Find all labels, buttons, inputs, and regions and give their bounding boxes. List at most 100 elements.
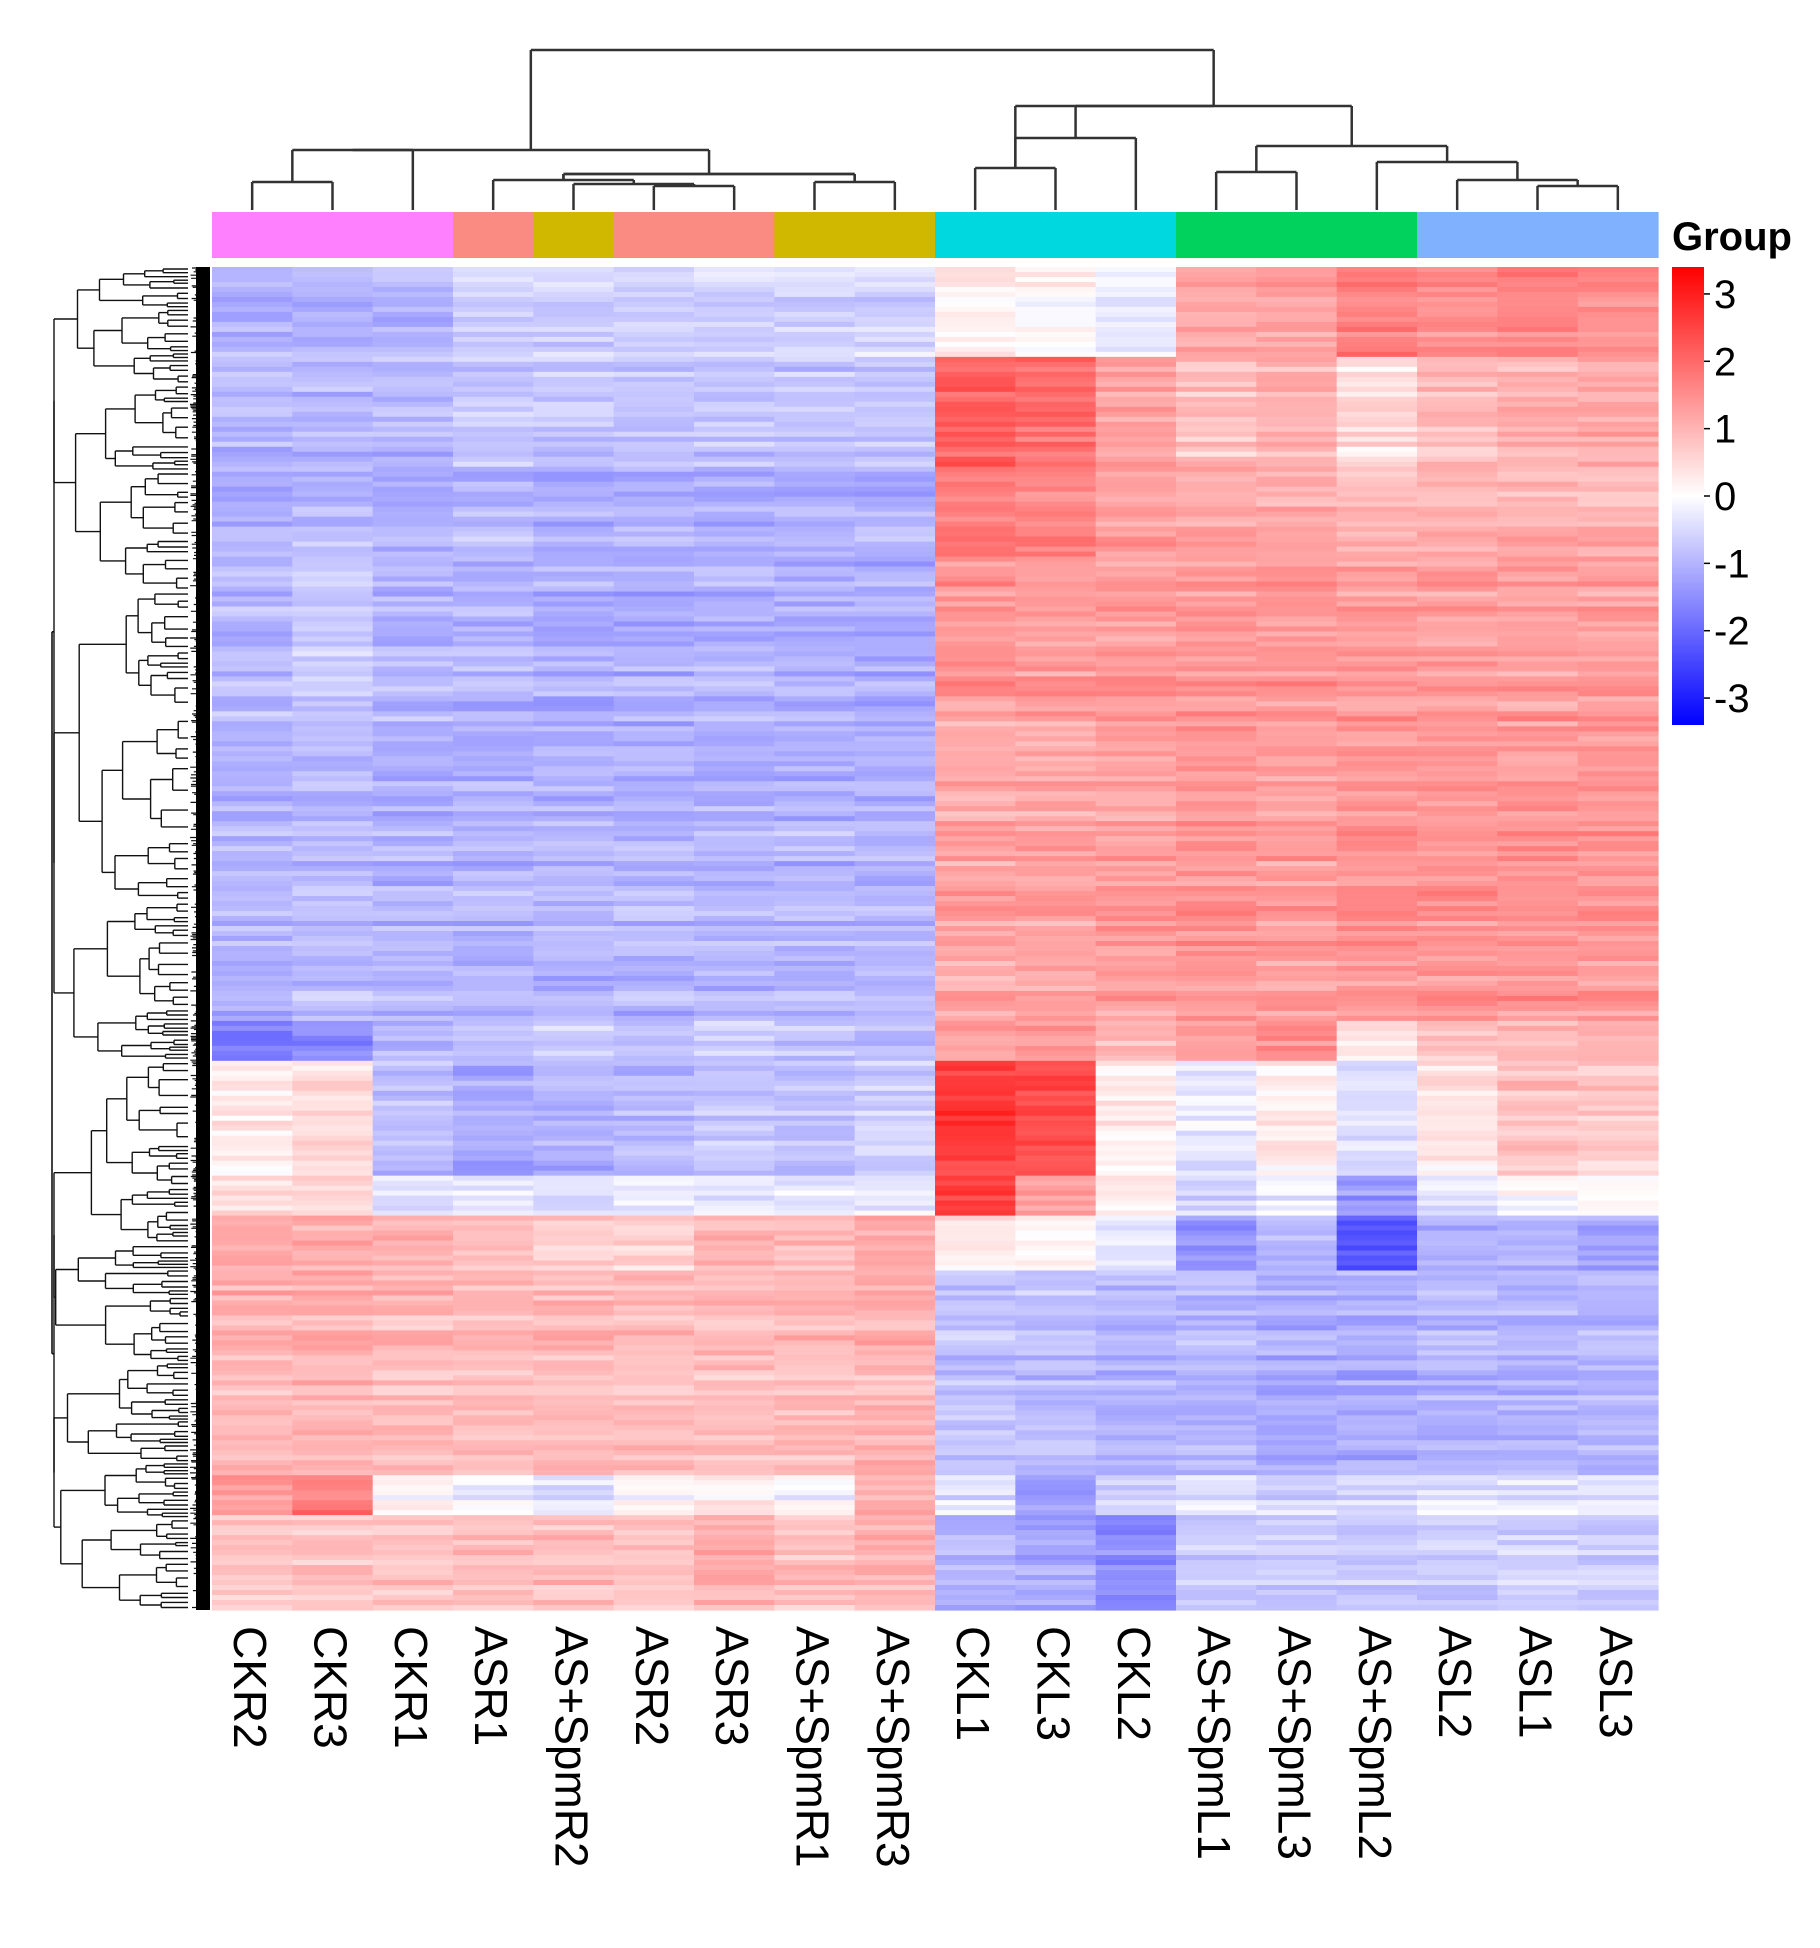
heatmap-cell: [1256, 1200, 1338, 1207]
heatmap-cell: [774, 791, 856, 797]
heatmap-cell: [212, 1035, 293, 1042]
heatmap-cell: [453, 881, 534, 887]
heatmap-cell: [1015, 1110, 1097, 1117]
heatmap-cell: [854, 336, 936, 343]
heatmap-cell: [453, 1080, 534, 1087]
heatmap-cell: [1015, 551, 1097, 558]
heatmap-cell: [372, 990, 454, 997]
heatmap-cell: [694, 586, 775, 593]
heatmap-cell: [292, 267, 374, 273]
heatmap-cell: [453, 321, 534, 328]
heatmap-cell: [1336, 346, 1418, 353]
heatmap-cell: [1015, 911, 1097, 917]
heatmap-cell: [613, 531, 695, 538]
heatmap-cell: [694, 791, 775, 797]
heatmap-cell: [1577, 476, 1659, 483]
heatmap-cell: [453, 626, 534, 633]
heatmap-cell: [533, 995, 615, 1002]
heatmap-cell: [372, 931, 454, 937]
heatmap-cell: [613, 361, 695, 368]
heatmap-cell: [774, 556, 856, 563]
heatmap-cell: [1417, 361, 1498, 368]
heatmap-cell: [533, 501, 615, 508]
heatmap-cell: [372, 771, 454, 777]
heatmap-cell: [1095, 701, 1177, 707]
heatmap-cell: [453, 1005, 534, 1012]
heatmap-cell: [1176, 481, 1257, 488]
heatmap-cell: [1497, 391, 1579, 398]
heatmap-cell: [1497, 856, 1579, 862]
heatmap-cell: [774, 786, 856, 792]
heatmap-cell: [212, 965, 293, 972]
heatmap-cell: [1095, 561, 1177, 568]
heatmap-cell: [1095, 960, 1177, 967]
heatmap-cell: [372, 1010, 454, 1017]
heatmap-cell: [533, 1205, 615, 1212]
heatmap-cell: [854, 941, 936, 947]
heatmap-cell: [1577, 1180, 1659, 1187]
heatmap-cell: [854, 1000, 936, 1007]
heatmap-cell: [774, 1050, 856, 1057]
heatmap-cell: [1577, 631, 1659, 638]
heatmap-cell: [774, 401, 856, 408]
heatmap-cell: [1577, 1015, 1659, 1022]
heatmap-cell: [854, 1020, 936, 1027]
heatmap-cell: [372, 861, 454, 867]
heatmap-cell: [613, 1050, 695, 1057]
heatmap-cell: [212, 346, 293, 353]
heatmap-cell: [1417, 921, 1498, 927]
heatmap-cell: [453, 1210, 534, 1217]
heatmap-cell: [694, 1155, 775, 1162]
heatmap-cell: [372, 546, 454, 553]
heatmap-cell: [694, 356, 775, 363]
heatmap-cell: [1497, 711, 1579, 717]
heatmap-cell: [935, 571, 1016, 578]
heatmap-cell: [292, 761, 374, 767]
heatmap-cell: [533, 441, 615, 448]
heatmap-cell: [292, 1130, 374, 1137]
heatmap-cell: [1497, 1015, 1579, 1022]
heatmap-cell: [1015, 471, 1097, 478]
heatmap-cell: [1336, 1145, 1418, 1152]
heatmap-cell: [212, 466, 293, 473]
heatmap-cell: [854, 396, 936, 403]
heatmap-cell: [854, 701, 936, 707]
heatmap-cell: [774, 1110, 856, 1117]
heatmap-cell: [1497, 416, 1579, 423]
heatmap-cell: [1577, 831, 1659, 837]
heatmap-cell: [453, 950, 534, 957]
heatmap-cell: [613, 351, 695, 358]
heatmap-cell: [533, 1195, 615, 1202]
heatmap-cell: [1176, 611, 1257, 618]
heatmap-cell: [1015, 466, 1097, 473]
heatmap-cell: [774, 371, 856, 378]
heatmap-cell: [212, 975, 293, 982]
heatmap-cell: [1176, 726, 1257, 732]
heatmap-cell: [372, 776, 454, 782]
heatmap-cell: [292, 1090, 374, 1097]
heatmap-cell: [1417, 1160, 1498, 1167]
heatmap-cell: [854, 1205, 936, 1212]
heatmap-cell: [1176, 561, 1257, 568]
heatmap-cell: [1577, 411, 1659, 418]
heatmap-cell: [1497, 1065, 1579, 1072]
heatmap-cell: [774, 965, 856, 972]
heatmap-cell: [774, 696, 856, 702]
heatmap-cell: [372, 466, 454, 473]
heatmap-cell: [1095, 921, 1177, 927]
heatmap-cell: [372, 836, 454, 842]
heatmap-cell: [292, 501, 374, 508]
heatmap-cell: [1417, 891, 1498, 897]
heatmap-cell: [1336, 1070, 1418, 1077]
heatmap-cell: [1015, 726, 1097, 732]
heatmap-cell: [453, 361, 534, 368]
heatmap-cell: [1336, 286, 1418, 293]
heatmap-cell: [1015, 411, 1097, 418]
heatmap-cell: [1015, 701, 1097, 707]
heatmap-cell: [292, 771, 374, 777]
heatmap-cell: [613, 776, 695, 782]
heatmap-cell: [935, 301, 1016, 308]
heatmap-cell: [774, 936, 856, 942]
heatmap-cell: [854, 960, 936, 967]
heatmap-cell: [1417, 686, 1498, 692]
